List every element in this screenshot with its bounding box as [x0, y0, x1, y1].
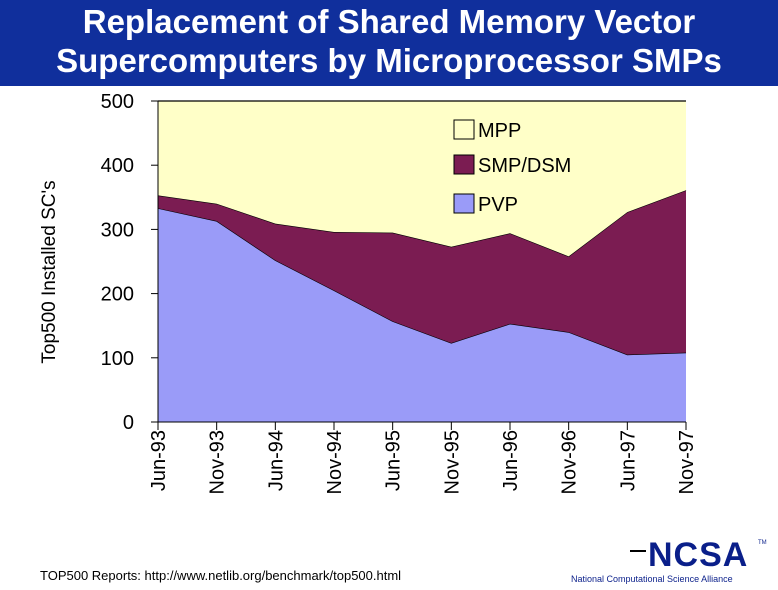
- organization-name: National Computational Science Alliance: [571, 574, 733, 584]
- x-tick-label: Nov-97: [676, 430, 698, 494]
- legend-swatch-smp-dsm: [453, 154, 475, 175]
- y-tick-label: 100: [101, 348, 134, 370]
- x-tick-label: Jun-97: [617, 430, 639, 491]
- legend-label-smp-dsm: SMP/DSM: [478, 155, 571, 177]
- slide-title-line-2: Supercomputers by Microprocessor SMPs: [56, 42, 722, 79]
- logo-stripe: [630, 550, 646, 552]
- x-tick-label: Nov-96: [559, 430, 581, 494]
- logo-text: NCSA: [648, 536, 749, 574]
- y-axis-title: Top500 Installed SC's: [39, 180, 60, 363]
- y-tick-label: 0: [123, 412, 134, 434]
- title-banner: Replacement of Shared Memory Vector Supe…: [0, 0, 778, 86]
- x-tick-label: Jun-94: [265, 430, 287, 491]
- x-tick-label: Jun-93: [148, 430, 170, 491]
- x-tick-label: Jun-95: [383, 430, 405, 491]
- logo-trademark: TM: [758, 540, 767, 546]
- slide-title-line-1: Replacement of Shared Memory Vector: [82, 3, 696, 40]
- x-tick-label: Nov-95: [441, 430, 463, 494]
- ncsa-logo: NCSA TM: [630, 536, 770, 574]
- legend-swatch-pvp: [453, 193, 475, 214]
- area-pvp: [158, 208, 686, 422]
- y-tick-label: 200: [101, 284, 134, 306]
- legend-label-pvp: PVP: [478, 194, 518, 216]
- area-smp-dsm: [158, 190, 686, 355]
- y-tick-label: 400: [101, 155, 134, 177]
- x-tick-label: Jun-96: [500, 430, 522, 491]
- y-tick-label: 500: [101, 91, 134, 113]
- source-reference: TOP500 Reports: http://www.netlib.org/be…: [40, 568, 402, 583]
- area-mpp: [158, 101, 686, 257]
- x-tick-label: Nov-94: [324, 430, 346, 494]
- legend-swatch-mpp: [453, 119, 475, 140]
- y-tick-label: 300: [101, 219, 134, 241]
- x-tick-label: Nov-93: [207, 430, 229, 494]
- legend-label-mpp: MPP: [478, 120, 521, 142]
